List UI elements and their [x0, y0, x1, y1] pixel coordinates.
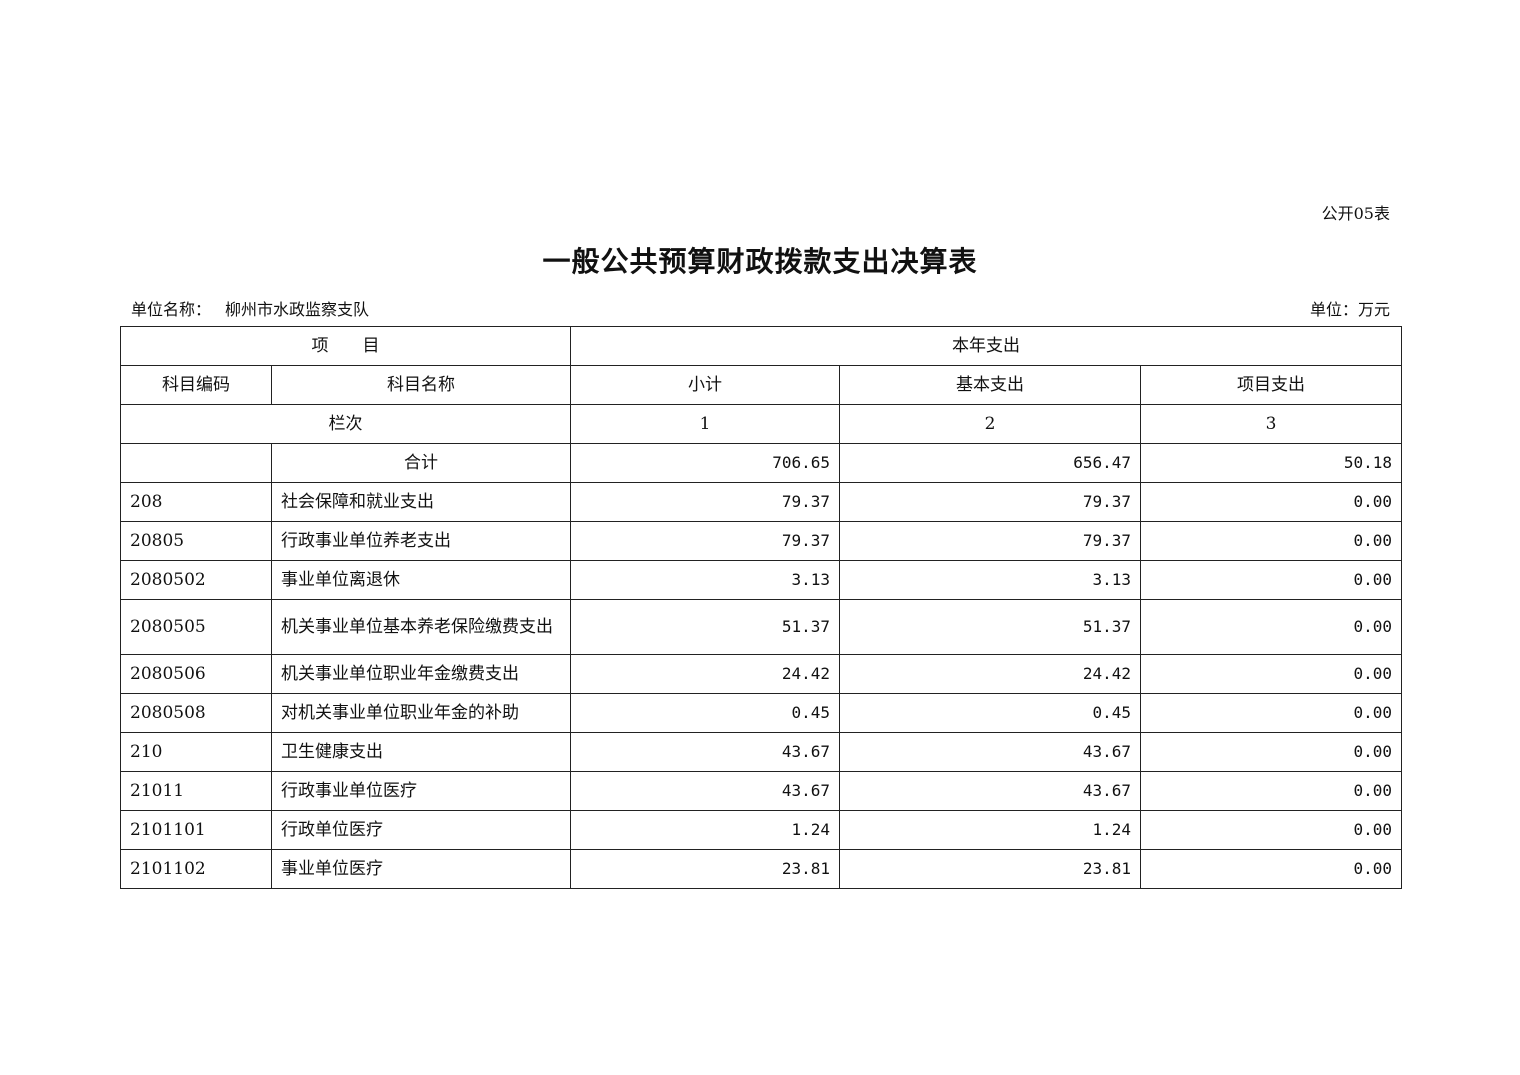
table-row: 2080506 机关事业单位职业年金缴费支出 24.42 24.42 0.00	[120, 654, 1402, 694]
cell-subtotal: 43.67	[570, 771, 840, 811]
cell-subtotal: 79.37	[570, 521, 840, 561]
header-project-exp: 项目支出	[1140, 365, 1402, 405]
cell-project: 0.00	[1140, 732, 1402, 772]
header-subtotal: 小计	[570, 365, 840, 405]
cell-project: 0.00	[1140, 521, 1402, 561]
total-subtotal: 706.65	[570, 443, 840, 483]
cell-code: 2101101	[120, 810, 272, 850]
cell-code: 2080508	[120, 693, 272, 733]
table-row: 20805 行政事业单位养老支出 79.37 79.37 0.00	[120, 521, 1402, 561]
cell-name: 事业单位离退休	[271, 560, 571, 600]
cell-code: 210	[120, 732, 272, 772]
cell-project: 0.00	[1140, 693, 1402, 733]
table-row: 2101101 行政单位医疗 1.24 1.24 0.00	[120, 810, 1402, 850]
cell-subtotal: 24.42	[570, 654, 840, 694]
expenditure-table: 项 目 本年支出 科目编码 科目名称 小计 基本支出 项目支出 栏次 1 2 3…	[120, 326, 1402, 889]
cell-subtotal: 23.81	[570, 849, 840, 889]
cell-name: 对机关事业单位职业年金的补助	[271, 693, 571, 733]
unit-name-label: 单位名称：	[131, 300, 212, 319]
cell-code: 21011	[120, 771, 272, 811]
cell-name: 行政事业单位养老支出	[271, 521, 571, 561]
cell-subtotal: 3.13	[570, 560, 840, 600]
cell-code: 2080502	[120, 560, 272, 600]
header-code: 科目编码	[120, 365, 272, 405]
cell-project: 0.00	[1140, 810, 1402, 850]
column-index-label: 栏次	[120, 404, 571, 444]
total-code	[120, 443, 272, 483]
unit-name: 柳州市水政监察支队	[225, 300, 370, 319]
cell-code: 208	[120, 482, 272, 522]
cell-subtotal: 0.45	[570, 693, 840, 733]
unit-name-line: 单位名称： 柳州市水政监察支队	[131, 296, 383, 320]
currency-unit: 单位：万元	[1309, 300, 1390, 319]
cell-project: 0.00	[1140, 560, 1402, 600]
cell-code: 2101102	[120, 849, 272, 889]
col-index-1: 1	[570, 404, 840, 444]
cell-name: 行政单位医疗	[271, 810, 571, 850]
cell-basic: 79.37	[839, 482, 1141, 522]
cell-project: 0.00	[1140, 482, 1402, 522]
cell-code: 20805	[120, 521, 272, 561]
cell-name: 事业单位医疗	[271, 849, 571, 889]
cell-project: 0.00	[1140, 849, 1402, 889]
header-row-1: 项 目 本年支出	[120, 326, 1402, 366]
cell-basic: 43.67	[839, 732, 1141, 772]
cell-subtotal: 1.24	[570, 810, 840, 850]
table-row: 208 社会保障和就业支出 79.37 79.37 0.00	[120, 482, 1402, 522]
cell-code: 2080506	[120, 654, 272, 694]
form-number: 公开05表	[1321, 204, 1390, 223]
total-project: 50.18	[1140, 443, 1402, 483]
table-row: 21011 行政事业单位医疗 43.67 43.67 0.00	[120, 771, 1402, 811]
cell-code: 2080505	[120, 599, 272, 655]
cell-name: 行政事业单位医疗	[271, 771, 571, 811]
header-this-year: 本年支出	[570, 326, 1402, 366]
cell-subtotal: 51.37	[570, 599, 840, 655]
table-row: 2101102 事业单位医疗 23.81 23.81 0.00	[120, 849, 1402, 889]
total-basic: 656.47	[839, 443, 1141, 483]
col-index-2: 2	[839, 404, 1141, 444]
col-index-3: 3	[1140, 404, 1402, 444]
cell-basic: 0.45	[839, 693, 1141, 733]
header-basic: 基本支出	[839, 365, 1141, 405]
header-name: 科目名称	[271, 365, 571, 405]
cell-name: 机关事业单位基本养老保险缴费支出	[271, 599, 571, 655]
cell-basic: 23.81	[839, 849, 1141, 889]
cell-name: 机关事业单位职业年金缴费支出	[271, 654, 571, 694]
cell-basic: 3.13	[839, 560, 1141, 600]
cell-basic: 1.24	[839, 810, 1141, 850]
total-label: 合计	[271, 443, 571, 483]
cell-subtotal: 79.37	[570, 482, 840, 522]
cell-basic: 24.42	[839, 654, 1141, 694]
page-title: 一般公共预算财政拨款支出决算表	[542, 245, 978, 278]
header-row-index: 栏次 1 2 3	[120, 404, 1402, 444]
total-row: 合计 706.65 656.47 50.18	[120, 443, 1402, 483]
cell-project: 0.00	[1140, 654, 1402, 694]
cell-subtotal: 43.67	[570, 732, 840, 772]
cell-basic: 79.37	[839, 521, 1141, 561]
cell-basic: 43.67	[839, 771, 1141, 811]
cell-project: 0.00	[1140, 771, 1402, 811]
table-row: 2080505 机关事业单位基本养老保险缴费支出 51.37 51.37 0.00	[120, 599, 1402, 655]
header-row-2: 科目编码 科目名称 小计 基本支出 项目支出	[120, 365, 1402, 405]
cell-name: 社会保障和就业支出	[271, 482, 571, 522]
cell-basic: 51.37	[839, 599, 1141, 655]
cell-name: 卫生健康支出	[271, 732, 571, 772]
table-row: 2080508 对机关事业单位职业年金的补助 0.45 0.45 0.00	[120, 693, 1402, 733]
table-row: 210 卫生健康支出 43.67 43.67 0.00	[120, 732, 1402, 772]
cell-project: 0.00	[1140, 599, 1402, 655]
table-row: 2080502 事业单位离退休 3.13 3.13 0.00	[120, 560, 1402, 600]
header-project: 项 目	[120, 326, 571, 366]
